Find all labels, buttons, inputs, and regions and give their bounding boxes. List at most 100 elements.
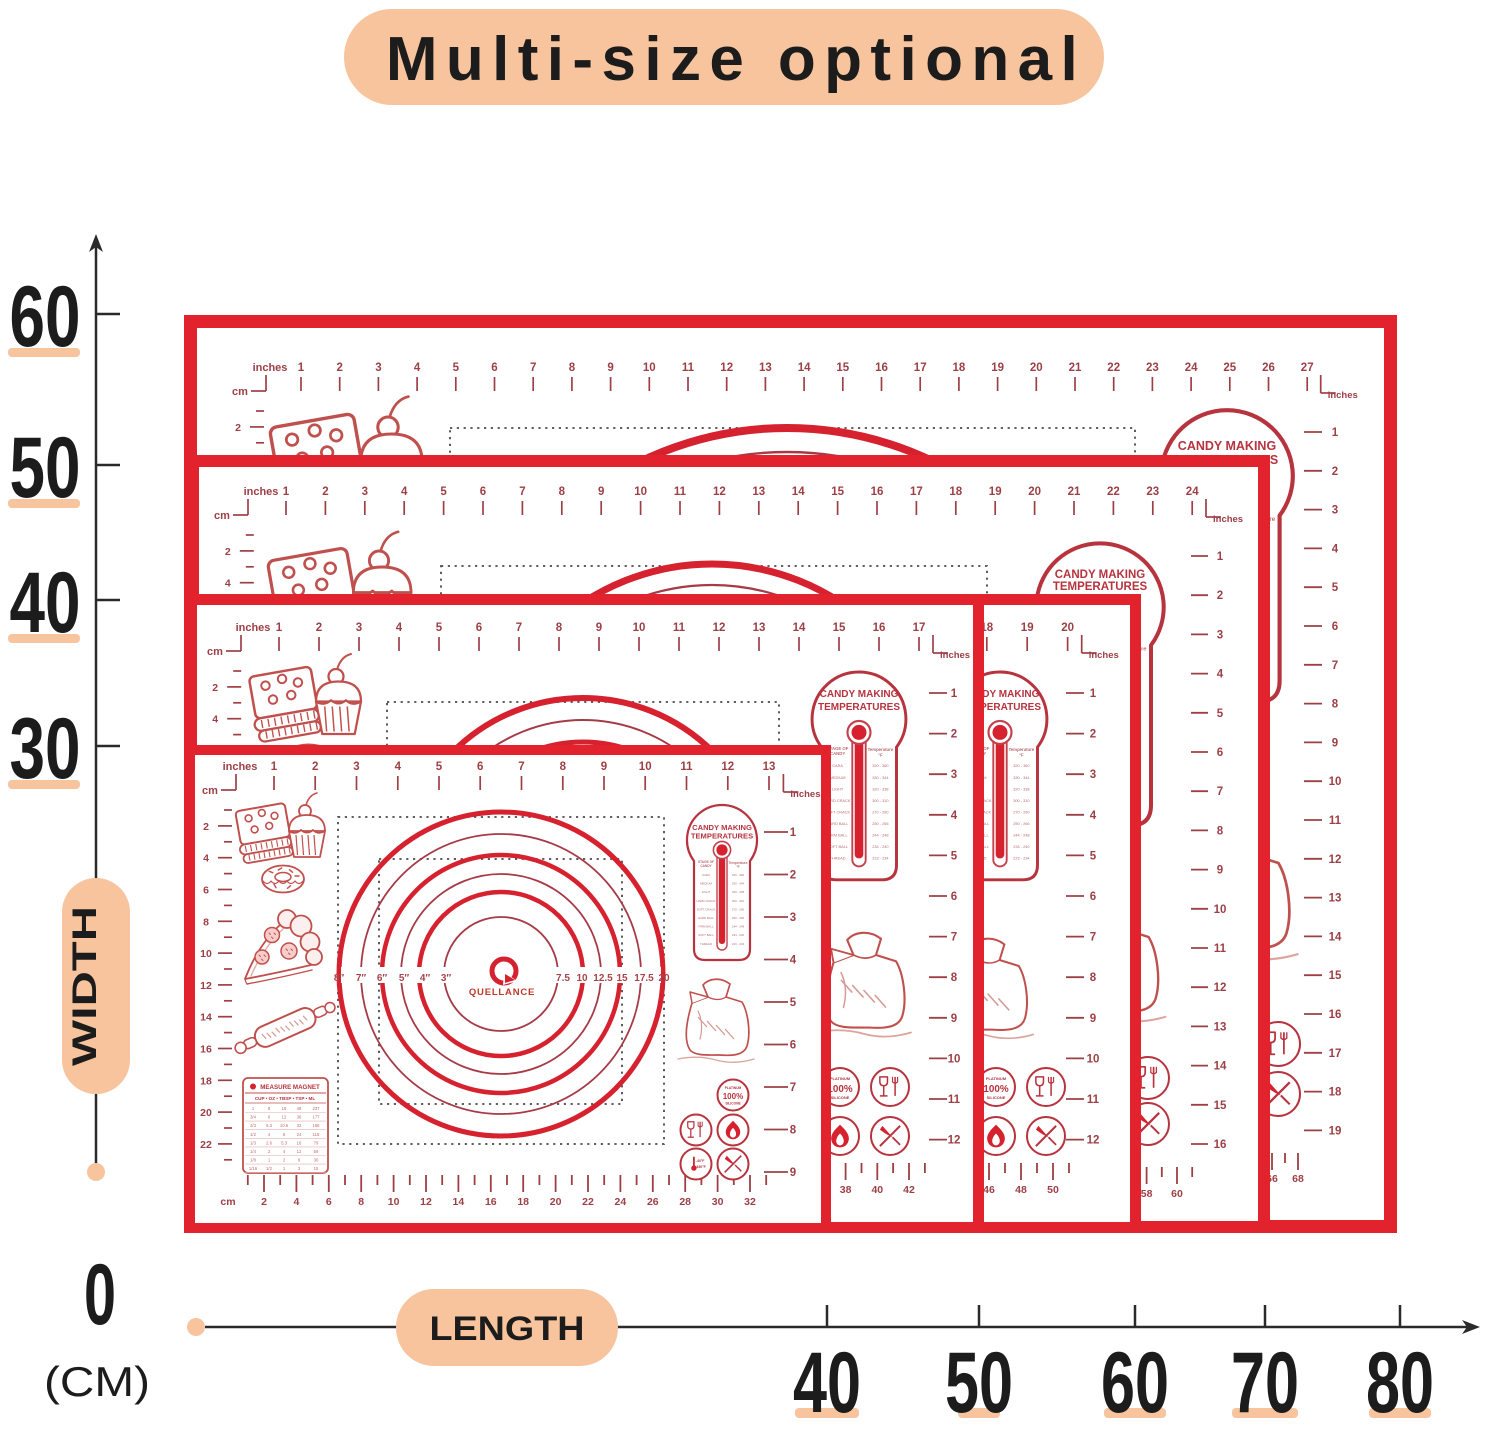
svg-text:2.6: 2.6 bbox=[266, 1140, 272, 1145]
svg-text:4″: 4″ bbox=[420, 973, 431, 984]
svg-text:4: 4 bbox=[203, 853, 209, 865]
svg-text:inches: inches bbox=[1213, 514, 1243, 525]
svg-text:1: 1 bbox=[283, 486, 290, 498]
svg-text:26: 26 bbox=[647, 1196, 659, 1208]
svg-text:7″: 7″ bbox=[356, 973, 367, 984]
svg-text:STAGE OF: STAGE OF bbox=[698, 860, 714, 864]
svg-text:10: 10 bbox=[639, 761, 652, 773]
svg-text:1: 1 bbox=[298, 362, 305, 374]
svg-text:234 - 240: 234 - 240 bbox=[1013, 844, 1029, 849]
svg-text:5.3: 5.3 bbox=[281, 1140, 287, 1145]
svg-text:8: 8 bbox=[569, 362, 576, 374]
svg-text:1/3: 1/3 bbox=[250, 1140, 256, 1145]
svg-text:7: 7 bbox=[790, 1082, 796, 1094]
svg-text:17: 17 bbox=[914, 362, 927, 374]
svg-text:30: 30 bbox=[314, 1158, 319, 1163]
svg-text:cm: cm bbox=[214, 510, 230, 522]
svg-text:14: 14 bbox=[200, 1012, 212, 1024]
svg-text:1: 1 bbox=[283, 1166, 286, 1171]
svg-text:50: 50 bbox=[945, 1335, 1013, 1427]
svg-text:6: 6 bbox=[268, 1115, 271, 1120]
svg-text:7: 7 bbox=[518, 761, 524, 773]
svg-text:4: 4 bbox=[951, 810, 958, 822]
svg-text:10: 10 bbox=[1329, 776, 1342, 788]
svg-text:177: 177 bbox=[313, 1115, 321, 1120]
svg-text:6: 6 bbox=[1090, 891, 1096, 903]
svg-text:12: 12 bbox=[948, 1135, 961, 1147]
svg-text:1: 1 bbox=[1217, 551, 1224, 563]
svg-text:244 - 248: 244 - 248 bbox=[732, 925, 745, 929]
svg-text:HARD CRACK: HARD CRACK bbox=[696, 899, 715, 903]
svg-text:14: 14 bbox=[453, 1196, 465, 1208]
svg-text:6: 6 bbox=[951, 891, 957, 903]
svg-text:15: 15 bbox=[833, 622, 846, 634]
svg-text:STAGE OF: STAGE OF bbox=[827, 746, 849, 751]
svg-text:13: 13 bbox=[752, 486, 765, 498]
svg-text:24: 24 bbox=[615, 1196, 627, 1208]
svg-text:inches: inches bbox=[790, 789, 820, 800]
svg-text:320 - 338: 320 - 338 bbox=[872, 786, 888, 791]
svg-text:SOFT CRACK: SOFT CRACK bbox=[697, 907, 716, 911]
svg-text:4: 4 bbox=[1332, 543, 1339, 555]
svg-text:CARA: CARA bbox=[832, 763, 843, 768]
svg-text:20: 20 bbox=[1028, 486, 1041, 498]
svg-text:12: 12 bbox=[713, 622, 726, 634]
svg-text:11: 11 bbox=[1214, 943, 1227, 955]
svg-text:8: 8 bbox=[560, 761, 567, 773]
svg-text:7: 7 bbox=[1090, 932, 1096, 944]
svg-text:13: 13 bbox=[753, 622, 766, 634]
svg-text:38: 38 bbox=[840, 1184, 852, 1196]
svg-text:+450°F: +450°F bbox=[694, 1165, 706, 1169]
svg-text:21: 21 bbox=[1068, 486, 1081, 498]
svg-text:6: 6 bbox=[326, 1196, 332, 1208]
svg-text:5.3: 5.3 bbox=[266, 1123, 272, 1128]
svg-text:8: 8 bbox=[790, 1125, 797, 1137]
svg-text:8: 8 bbox=[283, 1132, 286, 1137]
svg-text:15: 15 bbox=[836, 362, 849, 374]
svg-text:THREAD: THREAD bbox=[830, 855, 846, 860]
svg-text:68: 68 bbox=[1292, 1173, 1304, 1185]
svg-text:CANDY: CANDY bbox=[830, 751, 845, 756]
svg-text:LENGTH: LENGTH bbox=[430, 1310, 585, 1348]
svg-text:5: 5 bbox=[1217, 708, 1224, 720]
svg-text:250 - 266: 250 - 266 bbox=[872, 821, 888, 826]
svg-text:CANDY MAKING: CANDY MAKING bbox=[692, 823, 752, 832]
svg-text:8: 8 bbox=[559, 486, 566, 498]
svg-text:11: 11 bbox=[682, 362, 695, 374]
svg-text:6: 6 bbox=[491, 362, 497, 374]
svg-text:58: 58 bbox=[1141, 1188, 1153, 1200]
svg-text:20: 20 bbox=[1061, 622, 1074, 634]
svg-text:7.5: 7.5 bbox=[556, 973, 570, 984]
svg-text:16: 16 bbox=[200, 1044, 212, 1056]
svg-text:13: 13 bbox=[1214, 1021, 1227, 1033]
svg-text:SILICONE: SILICONE bbox=[831, 1095, 850, 1100]
svg-text:4: 4 bbox=[212, 714, 218, 726]
svg-text:60: 60 bbox=[1101, 1335, 1169, 1427]
svg-text:20: 20 bbox=[658, 973, 670, 984]
svg-text:22: 22 bbox=[1107, 362, 1120, 374]
svg-text:9: 9 bbox=[790, 1167, 796, 1179]
svg-text:3: 3 bbox=[1332, 505, 1338, 517]
svg-text:320 - 360: 320 - 360 bbox=[732, 873, 745, 877]
svg-text:2: 2 bbox=[261, 1196, 267, 1208]
svg-text:100%: 100% bbox=[983, 1084, 1008, 1095]
svg-text:LIGHT: LIGHT bbox=[702, 890, 711, 894]
svg-text:4: 4 bbox=[293, 1196, 299, 1208]
svg-text:19: 19 bbox=[989, 486, 1002, 498]
svg-text:60: 60 bbox=[10, 269, 81, 365]
svg-text:5: 5 bbox=[1090, 850, 1097, 862]
svg-text:8: 8 bbox=[358, 1196, 364, 1208]
svg-text:28: 28 bbox=[679, 1196, 691, 1208]
svg-text:9: 9 bbox=[607, 362, 613, 374]
svg-text:20: 20 bbox=[1030, 362, 1043, 374]
svg-text:(CM): (CM) bbox=[44, 1358, 150, 1405]
svg-text:20: 20 bbox=[550, 1196, 562, 1208]
svg-text:10: 10 bbox=[643, 362, 656, 374]
svg-text:inches: inches bbox=[236, 622, 271, 634]
svg-text:14: 14 bbox=[792, 486, 805, 498]
svg-text:inches: inches bbox=[1089, 650, 1119, 661]
svg-text:10: 10 bbox=[200, 948, 212, 960]
svg-text:WIDTH: WIDTH bbox=[66, 906, 104, 1066]
svg-text:HARD BALL: HARD BALL bbox=[698, 916, 714, 920]
svg-text:16: 16 bbox=[871, 486, 884, 498]
